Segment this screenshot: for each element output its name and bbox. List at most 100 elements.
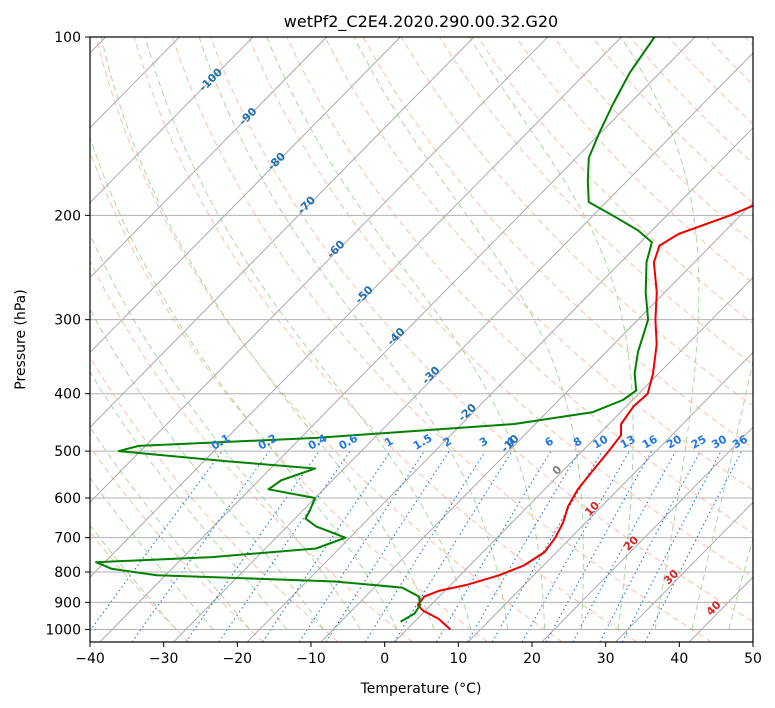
dry-adiabat [90, 445, 264, 642]
isotherm-line [246, 127, 753, 642]
dry-adiabat [171, 37, 712, 642]
isopleth-labels: 0.1 0.2 0.4 0.6 1 1.5 2 3 4 6 8 10 13 16 20 25 30 36-100-… [196, 65, 750, 618]
dry-adiabat [438, 37, 753, 366]
y-tick-label: 100 [54, 30, 81, 46]
isotherm-label: 40 [704, 598, 724, 618]
isotherm-label: -20 [456, 401, 479, 424]
x-axis-ticks: −40 −30 −20 −10 0 10 20 30 40 50 [75, 642, 762, 667]
x-tick-label: 20 [523, 651, 541, 667]
mixing-ratio-line [644, 450, 743, 642]
isotherm-label: -10 [498, 432, 521, 455]
moist-adiabat [353, 37, 584, 630]
sounding-series [95, 37, 753, 631]
dry-adiabat [591, 37, 753, 204]
isotherm-line [467, 351, 753, 642]
isotherm-line [393, 276, 753, 642]
mixing-ratio-label: 16 [640, 432, 660, 451]
moist-adiabat [266, 37, 546, 630]
y-tick-label: 400 [54, 387, 81, 403]
mixing-ratio-line [467, 450, 580, 642]
isotherm-label: 30 [661, 567, 681, 587]
isotherm-line [99, 37, 696, 642]
y-axis-ticks: 100 200 300 400 500 600 700 800 900 1000 [45, 30, 90, 638]
x-tick-label: 40 [670, 651, 688, 667]
x-tick-label: −40 [75, 651, 105, 667]
isotherm-label: 0 [550, 463, 565, 478]
dry-adiabat [553, 37, 753, 244]
mixing-ratio-line [599, 450, 701, 642]
mixing-ratio-line [572, 450, 677, 642]
moist-adiabat [728, 536, 753, 630]
isotherm-label: -50 [353, 283, 376, 306]
dry-adiabat [210, 37, 753, 623]
moist-adiabat [90, 370, 288, 630]
y-tick-label: 600 [54, 491, 81, 507]
isotherm-label: -70 [295, 193, 318, 216]
isotherm-line [688, 576, 753, 642]
y-tick-label: 1000 [45, 622, 81, 638]
isotherm-label: -80 [265, 150, 288, 173]
x-tick-label: 10 [449, 651, 467, 667]
moist-adiabat [100, 37, 435, 630]
isotherm-line [541, 426, 753, 642]
moist-adiabat [90, 232, 361, 630]
x-tick-label: 0 [380, 651, 389, 667]
y-tick-label: 300 [54, 313, 81, 329]
mixing-ratio-line [435, 450, 552, 642]
mixing-ratio-label: 1 [382, 435, 395, 450]
dry-adiabat [668, 37, 753, 125]
moist-adiabat [90, 308, 324, 630]
chart-title: wetPf2_C2E4.2020.290.00.32.G20 [284, 12, 558, 32]
mixing-ratio-line [131, 450, 270, 642]
mixing-ratio-label: 0.2 [256, 432, 279, 453]
dry-adiabat [90, 259, 414, 642]
mixing-ratio-label: 20 [664, 432, 684, 451]
dry-adiabat [706, 37, 753, 86]
mixing-ratio-line [364, 450, 486, 642]
isotherm-line [753, 37, 775, 652]
mixing-ratio-label: 8 [571, 435, 584, 450]
pressure-gridlines [90, 37, 753, 630]
isotherm-label: -30 [419, 364, 442, 387]
moist-adiabat [90, 524, 177, 630]
mixing-ratio-label: 3 [477, 435, 490, 450]
dry-adiabat [95, 37, 563, 642]
isotherm-label: -60 [324, 238, 347, 261]
plot-frame [89, 36, 754, 643]
moist-adiabat [198, 37, 509, 630]
isotherm-label: 10 [582, 499, 602, 519]
dewpoint-profile [95, 37, 656, 623]
isotherm-line [90, 37, 549, 503]
isotherm-line [320, 201, 753, 642]
mixing-ratio-line [262, 450, 392, 642]
plot-area: 0.1 0.2 0.4 0.6 1 1.5 2 3 4 6 8 10 13 16 20 25 30 36-100-… [90, 37, 775, 652]
x-tick-label: −30 [149, 651, 179, 667]
isotherm-line [90, 37, 622, 578]
isotherm-line [90, 37, 254, 204]
dry-adiabat [133, 37, 638, 642]
moist-adiabat [144, 37, 472, 630]
moist-adiabat [90, 135, 398, 630]
moist-adiabat [620, 37, 700, 630]
mixing-ratio-label: 25 [689, 433, 709, 452]
isotherm-line [90, 37, 328, 279]
isotherm-line [172, 52, 753, 642]
x-tick-label: 30 [597, 651, 615, 667]
x-tick-label: −20 [223, 651, 253, 667]
mixing-ratio-label: 1.5 [411, 432, 434, 453]
moist-adiabats [90, 37, 753, 630]
y-tick-label: 200 [54, 208, 81, 224]
x-tick-label: −10 [296, 651, 326, 667]
mixing-ratio-line [218, 450, 351, 642]
dry-adiabat [324, 37, 753, 491]
dry-adiabat [286, 37, 753, 534]
moist-adiabat [90, 426, 251, 630]
mixing-ratio-lines [90, 450, 743, 642]
dry-adiabat [515, 37, 753, 284]
isotherm-lines [90, 37, 775, 652]
moist-adiabat [691, 358, 753, 630]
mixing-ratio-label: 10 [591, 432, 611, 451]
moist-adiabat [90, 476, 214, 630]
y-axis-label: Pressure (hPa) [13, 289, 29, 389]
